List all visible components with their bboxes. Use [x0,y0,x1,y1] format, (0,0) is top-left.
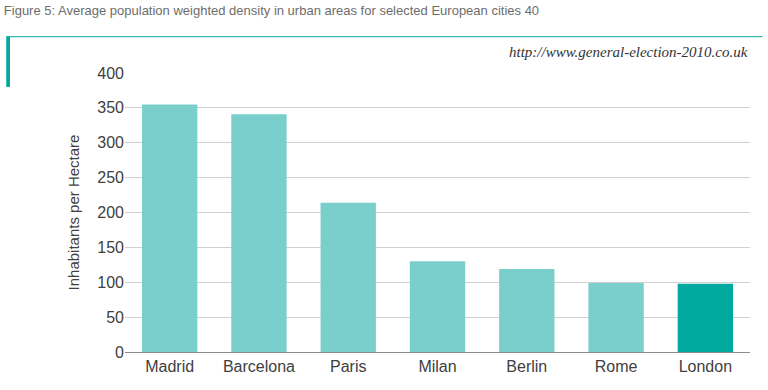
svg-text:100: 100 [97,274,124,291]
svg-text:0: 0 [115,344,124,361]
svg-text:Madrid: Madrid [145,358,194,375]
svg-text:350: 350 [97,99,124,116]
svg-text:250: 250 [97,169,124,186]
svg-text:400: 400 [97,65,124,82]
svg-text:Barcelona: Barcelona [223,358,295,375]
svg-text:Figure 5: Average population w: Figure 5: Average population weighted de… [4,3,539,18]
svg-text:Paris: Paris [330,358,366,375]
svg-text:Inhabitants per Hectare: Inhabitants per Hectare [65,135,82,291]
svg-text:50: 50 [106,309,124,326]
svg-text:Milan: Milan [418,358,456,375]
svg-text:Rome: Rome [595,358,638,375]
svg-text:200: 200 [97,204,124,221]
svg-text:Berlin: Berlin [506,358,547,375]
svg-text:300: 300 [97,134,124,151]
svg-text:London: London [679,358,732,375]
svg-text:150: 150 [97,239,124,256]
svg-text:http://www.general-election-20: http://www.general-election-2010.co.uk [509,44,748,60]
